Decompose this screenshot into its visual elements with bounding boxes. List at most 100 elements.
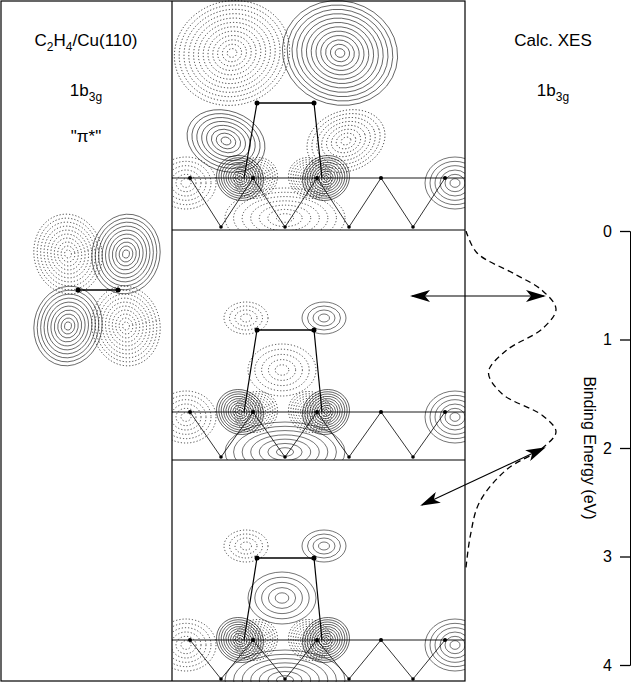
contour-line (308, 306, 341, 330)
contour-line (251, 435, 320, 460)
contour-line (268, 671, 302, 682)
orbital-lobe (425, 391, 465, 443)
text-part: /Cu(110) (73, 31, 138, 50)
contour-line (225, 422, 345, 460)
contour-line (118, 317, 134, 335)
contour-line (440, 404, 465, 430)
contour-line (172, 170, 201, 196)
bond (244, 103, 257, 178)
contour-line (450, 413, 460, 422)
text-part: 1b (537, 81, 556, 100)
bond (285, 412, 317, 457)
y-axis: 01234 (603, 223, 630, 674)
contour-line (288, 4, 392, 102)
frame (1, 1, 465, 681)
contour-line (276, 0, 403, 113)
contour-line (197, 20, 266, 85)
text-part: H (54, 31, 66, 50)
bond (221, 178, 253, 227)
atom (188, 176, 192, 180)
contour-line (226, 48, 238, 59)
panel-divider (171, 1, 172, 681)
atom (116, 288, 121, 293)
contour-line (181, 413, 191, 422)
orbital-lobe (224, 302, 268, 334)
orbital-name: "π*" (71, 127, 101, 146)
contour-line (215, 37, 250, 70)
orbital-lobe (172, 391, 216, 443)
tick-mark (620, 231, 630, 232)
atom (443, 176, 447, 180)
contour-line (56, 240, 80, 267)
bond (190, 412, 221, 457)
bond (349, 178, 381, 227)
contour-line (40, 222, 97, 285)
tick-mark (620, 665, 630, 666)
atom (443, 638, 447, 642)
tick: 2 (603, 440, 630, 457)
contour-line (28, 281, 109, 372)
atom (443, 410, 447, 414)
atom (315, 176, 319, 180)
atom (315, 638, 319, 642)
tick: 4 (603, 657, 630, 674)
arrow (422, 448, 544, 505)
orbital-lobe (248, 572, 316, 624)
contour-line (172, 391, 216, 443)
contour-line (440, 632, 465, 658)
contour-line (435, 400, 465, 435)
contour-line (302, 302, 346, 334)
contour-line (276, 676, 293, 682)
contour-line (224, 302, 268, 334)
contour-line (176, 636, 196, 653)
contour-line (334, 48, 346, 59)
contour-line (122, 321, 130, 330)
contour-line (311, 26, 369, 80)
contour-line (230, 306, 263, 330)
contour-line (186, 10, 279, 97)
atom (283, 455, 287, 459)
contour-line (275, 593, 289, 603)
y-axis-title: Binding Energy (eV) (581, 376, 598, 519)
bond (285, 640, 317, 679)
contour-line (172, 623, 211, 666)
panel-border (1, 1, 465, 681)
adsorbate-panel (172, 0, 465, 230)
contour-line (282, 0, 398, 107)
contour-line (172, 0, 301, 118)
bond (190, 178, 221, 227)
text-part: C (35, 31, 47, 50)
bond (253, 640, 285, 679)
atom (312, 328, 317, 333)
bond (253, 178, 285, 227)
bond (314, 103, 322, 178)
contour-line (255, 349, 309, 391)
tick-mark (620, 339, 630, 340)
orbital-lobe (178, 99, 274, 183)
contour-line (430, 623, 465, 666)
contour-line (248, 572, 316, 624)
contour-line (214, 131, 238, 152)
contour-line (114, 312, 138, 339)
contour-line (299, 15, 380, 91)
contour-line (208, 125, 244, 156)
contour-line (235, 310, 257, 326)
contour-line (435, 628, 465, 663)
contour-line (28, 209, 109, 300)
orbital-lobe (28, 281, 109, 372)
contour-line (328, 42, 351, 64)
contour-line (203, 26, 261, 80)
bond (78, 289, 118, 291)
bond (317, 640, 349, 679)
bond (314, 558, 322, 640)
contour-line (242, 197, 328, 230)
adsorbate-panel (172, 530, 465, 682)
contour-line (275, 365, 289, 375)
contour-line (40, 294, 97, 357)
contour-line (241, 542, 252, 550)
orbital-lobe (225, 650, 345, 682)
bond (381, 640, 413, 679)
contour-line (114, 240, 138, 267)
contour-line (64, 249, 72, 258)
subscript: 3g (89, 90, 102, 104)
